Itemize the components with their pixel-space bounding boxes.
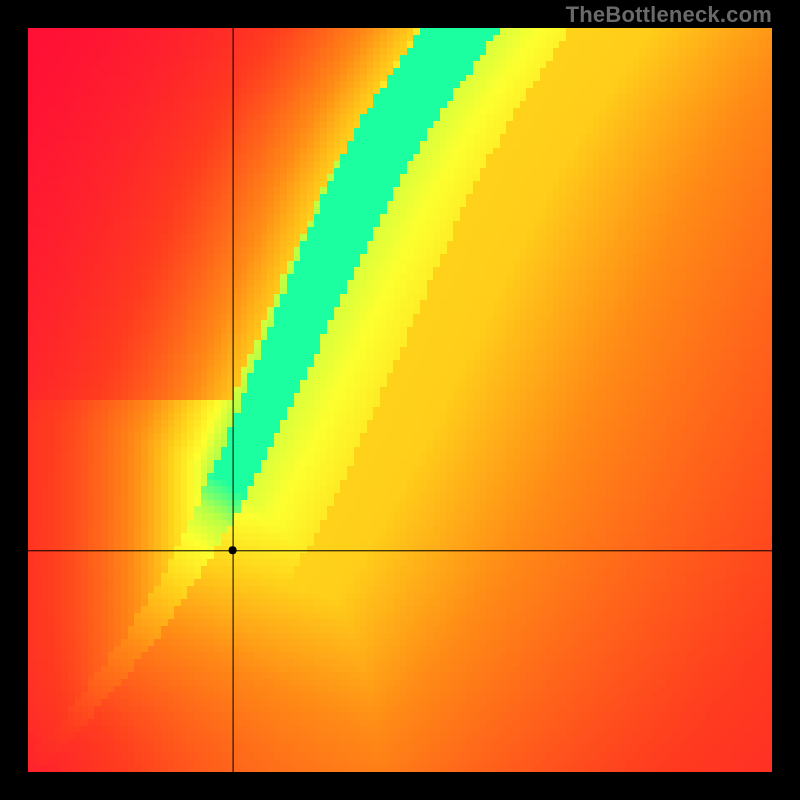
heatmap-plot bbox=[28, 28, 772, 772]
heatmap-canvas bbox=[28, 28, 772, 772]
watermark-text: TheBottleneck.com bbox=[566, 2, 772, 28]
